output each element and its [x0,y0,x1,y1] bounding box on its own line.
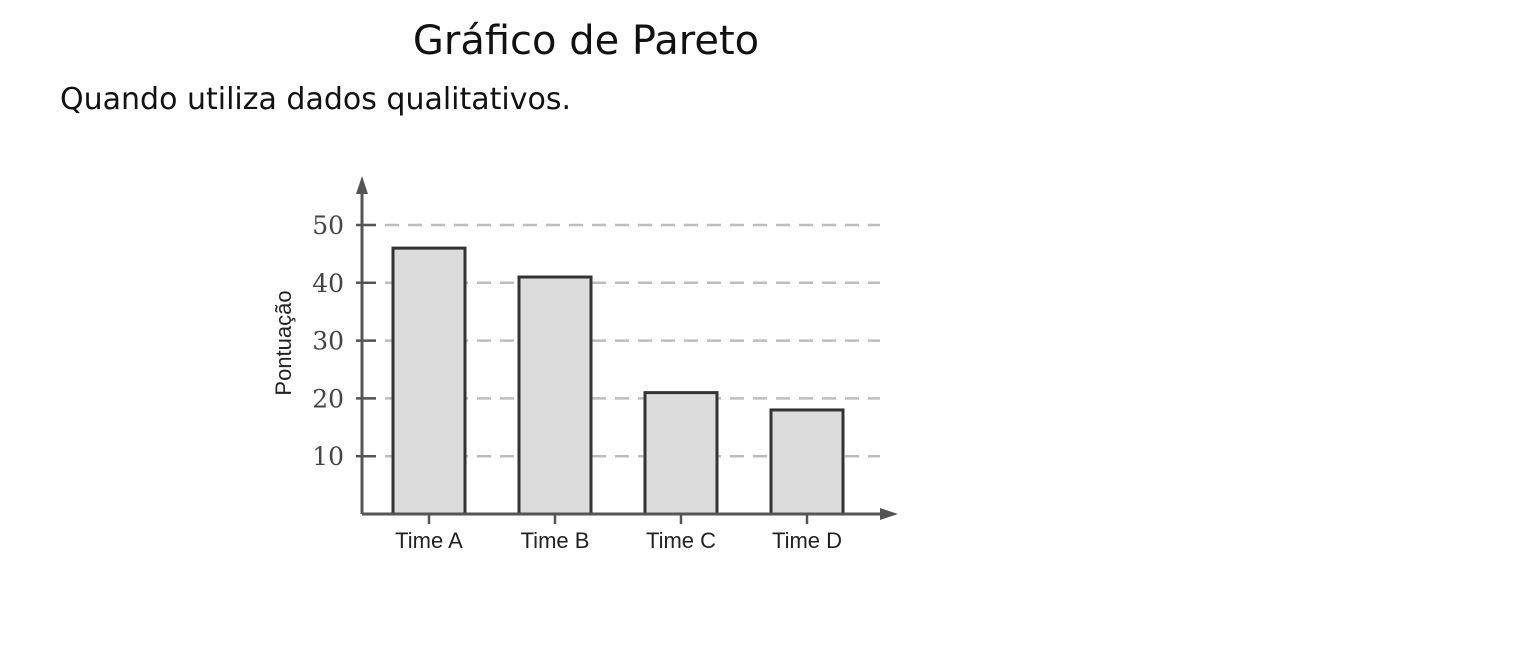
y-tick-label: 10 [312,442,344,471]
bar [391,246,467,516]
slide-subtitle: Quando utiliza dados qualitativos. [60,82,572,117]
y-axis-title: Pontuação [271,290,296,395]
y-tick-label: 20 [312,384,344,413]
x-category-label: Time C [646,528,716,553]
y-tick-label: 40 [312,269,344,298]
x-categories: Time A Time B Time C Time D [395,514,842,553]
grid-lines [362,223,880,458]
x-axis-arrow [880,508,898,520]
bar [517,275,593,516]
y-axis-arrow [356,176,368,194]
bars [391,246,845,516]
y-tick-label: 50 [312,211,344,240]
y-tick-label: 30 [312,327,344,356]
y-ticks: 10 20 30 40 50 [312,211,376,471]
x-category-label: Time A [395,528,463,553]
bar [769,408,845,516]
axes [356,176,898,520]
slide-title: Gráfico de Pareto [412,18,760,64]
x-category-label: Time D [772,528,842,553]
x-category-label: Time B [521,528,590,553]
bar [643,391,719,516]
